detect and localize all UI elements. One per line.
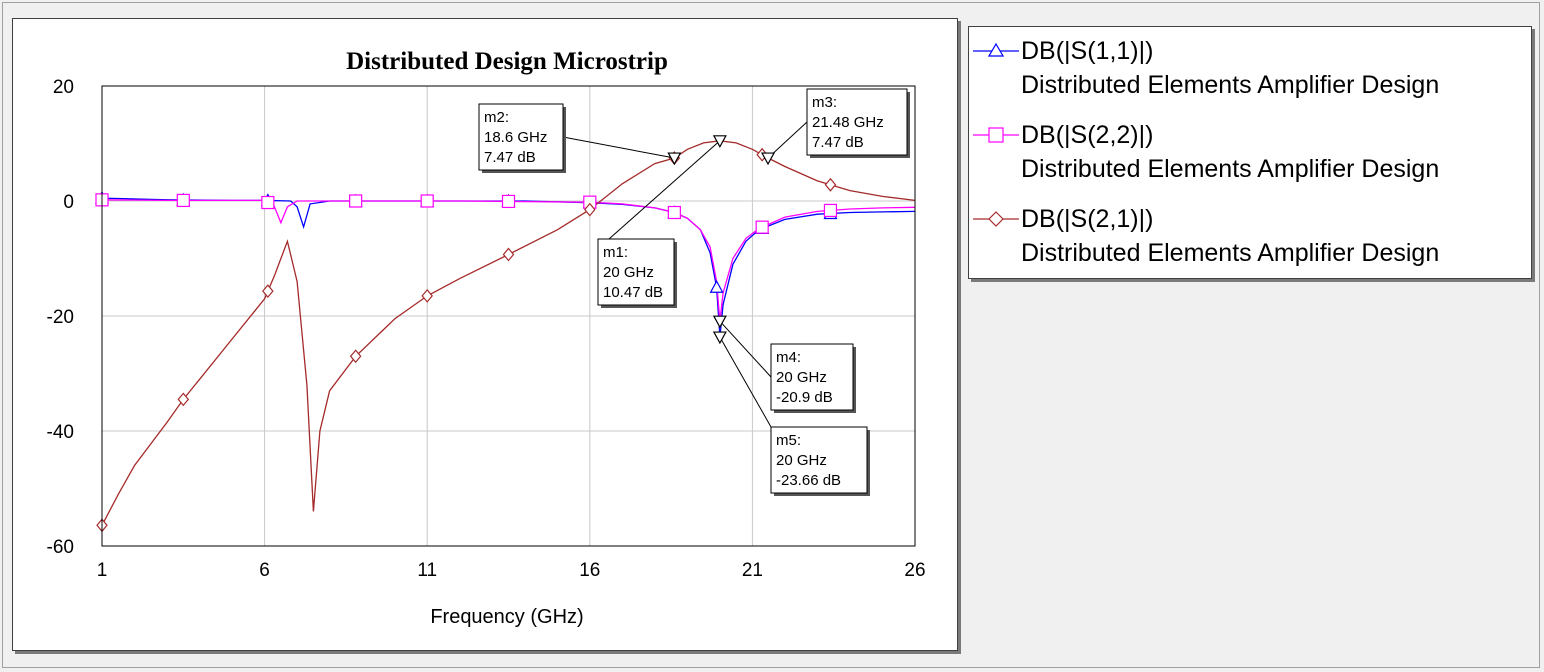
plot-window[interactable]: Distributed Design Microstrip Frequency … — [12, 18, 958, 651]
legend-entry-s22[interactable]: DB(|S(2,2)|) Distributed Elements Amplif… — [969, 115, 1531, 199]
marker-box — [597, 238, 675, 306]
marker-point-icon — [712, 315, 727, 329]
marker-annotations: m1: 20 GHz 10.47 dB m2: 18.6 GHz 7.47 dB m3: 21… — [478, 88, 910, 496]
marker-value: 10.47 dB — [603, 284, 663, 301]
marker-name: m2: — [484, 109, 509, 126]
data-point — [349, 349, 362, 364]
x-tick-label: 11 — [417, 560, 437, 581]
x-tick-label: 26 — [904, 560, 925, 581]
legend-source-s21: Distributed Elements Amplifier Design — [1021, 239, 1440, 267]
chart[interactable]: Distributed Design Microstrip Frequency … — [13, 19, 957, 650]
legend-entry-s21[interactable]: DB(|S(2,1)|) Distributed Elements Amplif… — [969, 199, 1531, 283]
marker-point-icon — [712, 135, 727, 149]
legend-symbol-diamond-icon — [973, 211, 1019, 227]
marker-name: m1: — [603, 244, 628, 261]
marker-name: m3: — [812, 94, 837, 111]
x-tick-label: 1 — [97, 560, 108, 581]
marker-frequency: 20 GHz — [776, 369, 827, 386]
y-tick-label: -40 — [47, 422, 74, 443]
x-tick-label: 6 — [259, 560, 270, 581]
marker-leader-line — [719, 336, 772, 428]
legend[interactable]: DB(|S(1,1)|) Distributed Elements Amplif… — [968, 26, 1532, 279]
chart-title: Distributed Design Microstrip — [346, 48, 668, 75]
marker-value: 7.47 dB — [812, 134, 864, 151]
data-point — [667, 205, 681, 220]
marker-annotation-3: m3: 21.48 GHz 7.47 dB — [760, 88, 910, 166]
data-point — [584, 202, 596, 217]
marker-name: m5: — [776, 432, 801, 449]
legend-symbol-square-icon — [973, 127, 1019, 143]
marker-leader-line — [719, 320, 772, 378]
marker-point-icon — [760, 152, 776, 166]
marker-leader-line — [608, 140, 721, 240]
data-point — [176, 193, 190, 208]
data-point — [420, 194, 434, 208]
marker-box — [770, 343, 854, 411]
x-axis-label: Frequency (GHz) — [430, 606, 583, 628]
legend-source-s11: Distributed Elements Amplifier Design — [1021, 71, 1440, 99]
marker-annotation-4: m4: 20 GHz -20.9 dB — [712, 315, 856, 413]
data-point — [755, 220, 769, 234]
marker-frequency: 21.48 GHz — [812, 114, 884, 131]
marker-leader-line — [767, 121, 808, 159]
data-point — [823, 203, 838, 218]
marker-annotation-2: m2: 18.6 GHz 7.47 dB — [478, 103, 682, 173]
marker-annotation-1: m1: 20 GHz 10.47 dB — [597, 135, 727, 308]
legend-label-s11: DB(|S(1,1)|) — [1021, 37, 1154, 65]
legend-symbol-triangle-icon — [973, 42, 1019, 57]
marker-value: 7.47 dB — [484, 149, 536, 166]
legend-source-s22: Distributed Elements Amplifier Design — [1021, 155, 1440, 183]
data-point — [502, 247, 515, 262]
y-tick-label: -60 — [47, 537, 74, 558]
x-tick-label: 21 — [742, 560, 763, 581]
marker-point-icon — [667, 152, 682, 166]
marker-value: -20.9 dB — [776, 389, 833, 406]
y-tick-label: -20 — [47, 307, 74, 328]
marker-value: -23.66 dB — [776, 472, 841, 489]
y-tick-label: 0 — [63, 192, 74, 213]
data-point — [824, 177, 837, 192]
marker-frequency: 18.6 GHz — [484, 129, 547, 146]
data-point — [177, 392, 190, 407]
data-point — [261, 195, 275, 210]
data-point — [349, 194, 363, 208]
marker-box — [770, 426, 868, 494]
marker-leader-line — [562, 136, 675, 159]
data-point — [501, 194, 516, 209]
marker-annotation-5: m5: 20 GHz -23.66 dB — [712, 331, 870, 496]
marker-point-icon — [712, 331, 727, 345]
marker-frequency: 20 GHz — [776, 452, 827, 469]
marker-box — [478, 103, 564, 171]
marker-box — [806, 88, 908, 156]
y-tick-label: 20 — [53, 77, 74, 98]
data-point — [421, 288, 433, 303]
legend-entry-s11[interactable]: DB(|S(1,1)|) Distributed Elements Amplif… — [969, 31, 1531, 115]
plot-area-border — [101, 85, 916, 547]
legend-label-s22: DB(|S(2,2)|) — [1021, 121, 1154, 149]
data-point — [709, 279, 724, 293]
data-point — [262, 284, 274, 299]
legend-label-s21: DB(|S(2,1)|) — [1021, 205, 1154, 233]
x-tick-label: 16 — [579, 560, 600, 581]
data-markers — [94, 147, 838, 533]
marker-frequency: 20 GHz — [603, 264, 654, 281]
marker-name: m4: — [776, 349, 801, 366]
